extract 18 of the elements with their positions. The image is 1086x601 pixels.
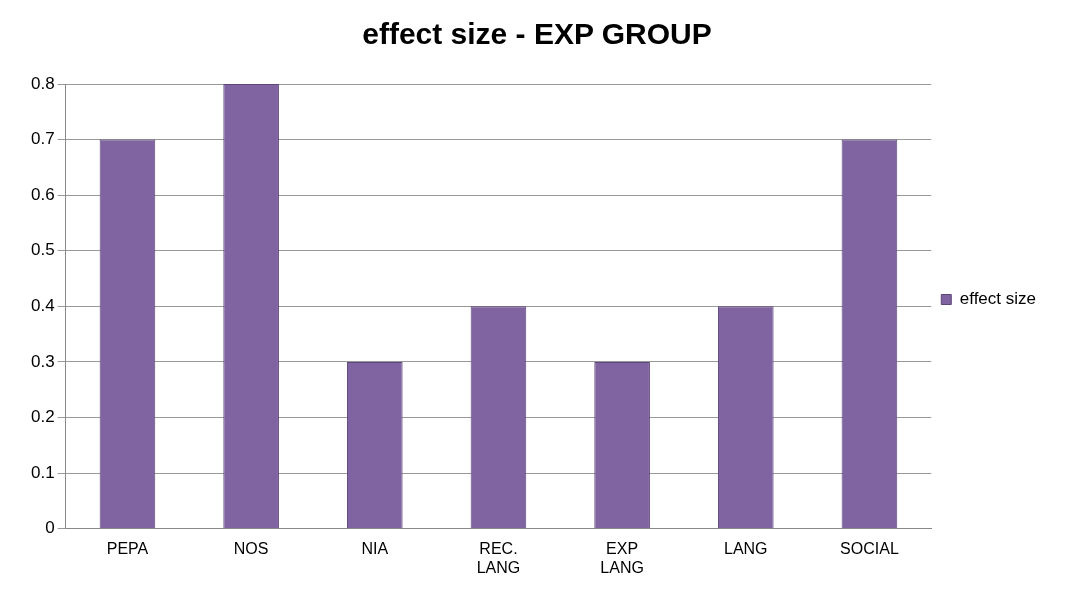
x-tick-label: LANG (723, 539, 768, 557)
y-tick-label: 0.5 (30, 240, 55, 260)
x-tick-label: PEPA (106, 539, 149, 557)
x-tick-label: EXP LANG (600, 539, 644, 576)
chart-title: effect size - EXP GROUP (362, 17, 712, 51)
y-tick-label: 0.4 (30, 295, 55, 315)
y-tick-label: 0.3 (30, 351, 55, 371)
y-tick-label: 0.7 (30, 129, 55, 149)
y-tick-label: 0.2 (30, 407, 55, 427)
legend-label: effect size (959, 289, 1037, 309)
y-tick-label: 0 (45, 518, 55, 538)
x-tick-label: SOCIAL (840, 539, 899, 557)
x-tick-label: REC. LANG (476, 539, 521, 576)
y-tick-label: 0.1 (30, 462, 55, 482)
y-tick-label: 0.8 (30, 73, 55, 93)
x-tick-label: NOS (233, 539, 269, 557)
y-tick-label: 0.6 (30, 184, 55, 204)
x-tick-label: NIA (361, 539, 389, 557)
